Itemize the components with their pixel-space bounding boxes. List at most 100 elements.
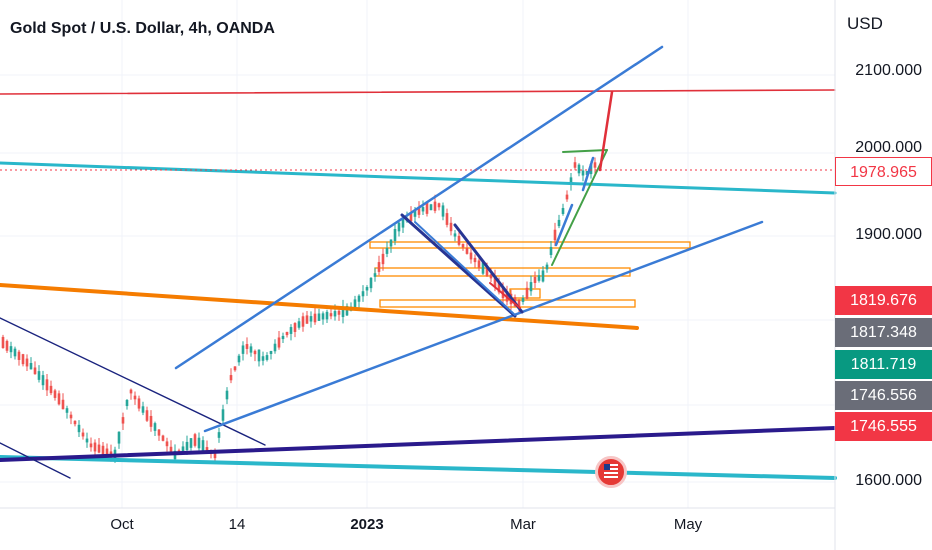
price-tick: 2100.000 (855, 62, 922, 79)
candle-body (577, 164, 581, 174)
candle-body (49, 385, 53, 394)
candle-body (9, 346, 13, 353)
impulse-leg (554, 203, 574, 247)
orange-trendline (0, 283, 639, 330)
down-trendline (0, 442, 71, 479)
price-zone (509, 288, 541, 299)
candle-body (137, 398, 141, 409)
cyan-trendline (0, 455, 837, 480)
candle-body (221, 409, 225, 421)
candle-body (297, 321, 301, 328)
price-tick: 1900.000 (855, 226, 922, 243)
candle-body (25, 358, 29, 367)
candle-body (145, 410, 149, 421)
drawing-lines (0, 45, 837, 480)
candle-body (533, 277, 537, 283)
candle-body (33, 367, 37, 375)
candle-body (345, 306, 349, 316)
candle-body (381, 253, 385, 265)
candle-body (229, 375, 233, 381)
candle-body (549, 247, 553, 255)
projection-line (598, 90, 614, 172)
resistance-line (0, 89, 836, 95)
price-zone (369, 241, 691, 249)
candle-body (537, 275, 541, 281)
price-tick: 2000.000 (855, 139, 922, 156)
candle-body (337, 310, 341, 315)
candle-body (489, 274, 493, 279)
candle-body (37, 371, 41, 380)
candle-body (273, 343, 277, 352)
candle-body (233, 366, 237, 371)
candle-body (189, 438, 193, 448)
candle-body (493, 276, 497, 287)
candle-body (457, 235, 461, 245)
candle-body (157, 429, 161, 436)
candle-body (89, 443, 93, 448)
price-zone (374, 267, 631, 277)
candle-body (129, 389, 133, 394)
candle-body (289, 327, 293, 334)
candle-body (301, 316, 305, 327)
cyan-trendline (0, 161, 837, 195)
candle-body (105, 448, 109, 456)
candle-body (281, 335, 285, 340)
time-tick: 2023 (350, 516, 384, 533)
candle-body (525, 287, 529, 299)
candle-body (553, 229, 557, 241)
candle-body (481, 262, 485, 274)
candle-body (269, 350, 273, 355)
candle-body (485, 268, 489, 276)
candle-body (469, 252, 473, 260)
candle-body (57, 393, 61, 405)
candle-body (477, 260, 481, 268)
time-tick: Oct (110, 516, 134, 533)
candle-body (81, 432, 85, 437)
wedge-upper (562, 149, 608, 153)
price-label: 1819.676 (835, 286, 932, 315)
candle-body (473, 257, 477, 263)
candle-body (321, 313, 325, 320)
candle-body (141, 406, 145, 413)
last-price-label: 1978.965 (835, 157, 932, 186)
candle-body (449, 222, 453, 232)
candle-body (181, 446, 185, 452)
candle-body (237, 355, 241, 363)
price-zones (369, 241, 691, 308)
candle-body (585, 171, 589, 175)
candle-body (465, 248, 469, 254)
candle-body (361, 291, 365, 297)
candle-body (241, 345, 245, 354)
price-label: 1746.556 (835, 381, 932, 410)
candle-body (41, 375, 45, 386)
candle-body (581, 170, 585, 176)
candle-body (561, 208, 565, 214)
candle-body (73, 420, 77, 425)
chart-title: Gold Spot / U.S. Dollar, 4h, OANDA (10, 20, 275, 37)
impulse-leg (581, 156, 595, 192)
candle-body (421, 207, 425, 212)
candle-body (21, 354, 25, 365)
candle-body (565, 194, 569, 200)
candle-body (45, 379, 49, 391)
candle-body (389, 239, 393, 247)
candle-body (385, 248, 389, 254)
candle-body (121, 417, 125, 424)
us-flag-icon[interactable] (595, 456, 627, 488)
candle-body (133, 395, 137, 400)
navy-trendline (0, 426, 837, 462)
candle-body (521, 298, 525, 302)
candle-body (285, 331, 289, 336)
candle-body (213, 451, 217, 459)
candle-body (397, 222, 401, 232)
candle-body (225, 390, 229, 400)
correction-leg (453, 223, 524, 314)
correction-leg (414, 221, 516, 316)
price-label: 1746.555 (835, 412, 932, 441)
candle-body (53, 390, 57, 398)
candle-body (373, 273, 377, 277)
candle-body (293, 323, 297, 332)
time-tick: Mar (510, 516, 536, 533)
